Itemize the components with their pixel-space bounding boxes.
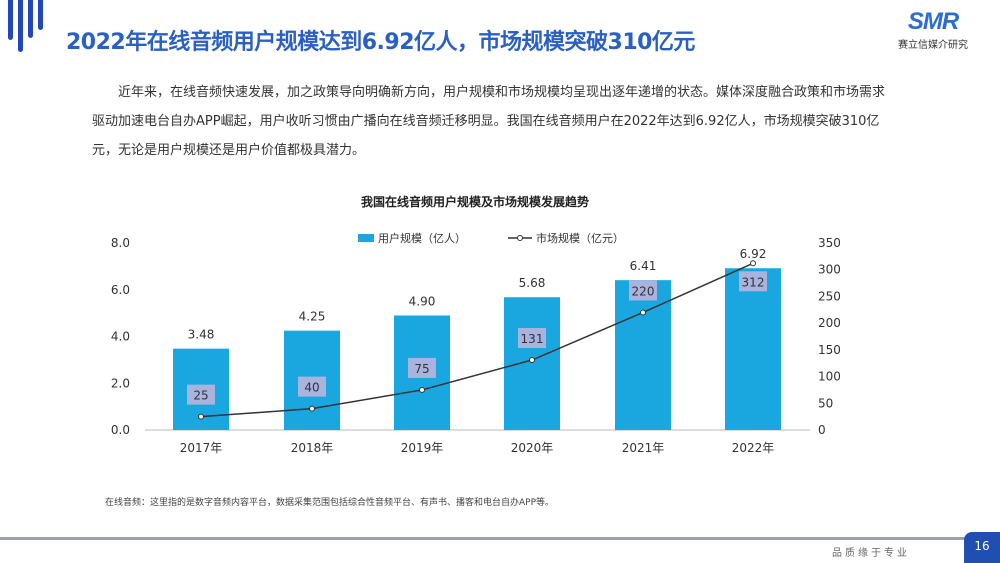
chart-title: 我国在线音频用户规模及市场规模发展趋势	[361, 194, 589, 209]
bar-value-label: 5.68	[519, 276, 546, 290]
line-point	[419, 386, 425, 393]
line-label-box	[629, 280, 657, 301]
bar	[615, 280, 671, 430]
x-axis-tick: 2022年	[732, 441, 775, 455]
left-axis-tick: 8.0	[111, 236, 130, 250]
footnote: 在线音频：这里指的是数字音频内容平台，数据采集范围包括综合性音频平台、有声书、播…	[105, 498, 555, 508]
line-point	[640, 309, 646, 316]
line-label-box	[408, 357, 436, 378]
legend-bar-swatch	[358, 234, 374, 242]
decor-bar	[18, 0, 23, 52]
line-value-label: 312	[742, 275, 765, 289]
line-point	[750, 260, 756, 267]
right-axis-tick: 250	[818, 289, 841, 303]
right-axis-tick: 50	[818, 396, 833, 410]
page-number: 16	[964, 532, 1000, 563]
legend-bar-label: 用户规模（亿人）	[378, 231, 466, 245]
line-value-label: 75	[414, 362, 429, 376]
left-axis-tick: 0.0	[111, 423, 130, 437]
right-axis-tick: 0	[818, 423, 826, 437]
footer-slogan: 品质缘于专业	[832, 548, 910, 559]
logo-subtitle: 赛立信媒介研究	[898, 40, 968, 51]
x-axis-tick: 2019年	[401, 441, 444, 455]
x-axis-tick: 2018年	[291, 441, 334, 455]
x-axis-tick: 2021年	[622, 441, 665, 455]
bar-value-label: 4.25	[299, 310, 326, 324]
line-series	[200, 262, 754, 418]
right-axis-tick: 300	[818, 263, 841, 277]
decor-bar	[38, 0, 43, 30]
line-label-box	[739, 271, 767, 292]
x-axis-tick: 2017年	[180, 441, 223, 455]
logo-mark: SMR	[907, 8, 959, 35]
bar	[725, 268, 781, 430]
line-label-box	[298, 376, 326, 397]
legend-line-marker	[517, 235, 523, 241]
bar	[504, 297, 560, 430]
right-axis-tick: 200	[818, 316, 841, 330]
line-value-label: 131	[521, 332, 544, 346]
left-axis-tick: 6.0	[111, 283, 130, 297]
decor-bar	[8, 0, 13, 40]
line-value-label: 220	[632, 284, 655, 298]
x-axis-tick: 2020年	[511, 441, 554, 455]
footer-divider	[0, 537, 965, 540]
line-value-label: 40	[304, 381, 319, 395]
page-title: 2022年在线音频用户规模达到6.92亿人，市场规模突破310亿元	[66, 30, 695, 55]
right-axis-tick: 350	[818, 236, 841, 250]
bar-value-label: 3.48	[188, 328, 215, 342]
bar-value-label: 6.92	[740, 247, 767, 261]
line-label-box	[187, 384, 215, 405]
line-point	[309, 405, 315, 412]
logo: SMR 赛立信媒介研究	[888, 8, 978, 51]
line-value-label: 25	[193, 389, 208, 403]
line-point	[529, 357, 535, 364]
bar-value-label: 6.41	[630, 259, 657, 273]
decor-bar	[28, 0, 33, 38]
line-point	[198, 413, 204, 420]
left-axis-tick: 2.0	[111, 376, 130, 390]
right-axis-tick: 150	[818, 343, 841, 357]
right-axis-tick: 100	[818, 370, 841, 384]
legend-line-label: 市场规模（亿元）	[536, 231, 624, 245]
bar-value-label: 4.90	[409, 294, 436, 308]
left-axis-tick: 4.0	[111, 330, 130, 344]
intro-paragraph: 近年来，在线音频快速发展，加之政策导向明确新方向，用户规模和市场规模均呈现出逐年…	[92, 85, 886, 158]
line-label-box	[518, 328, 546, 349]
